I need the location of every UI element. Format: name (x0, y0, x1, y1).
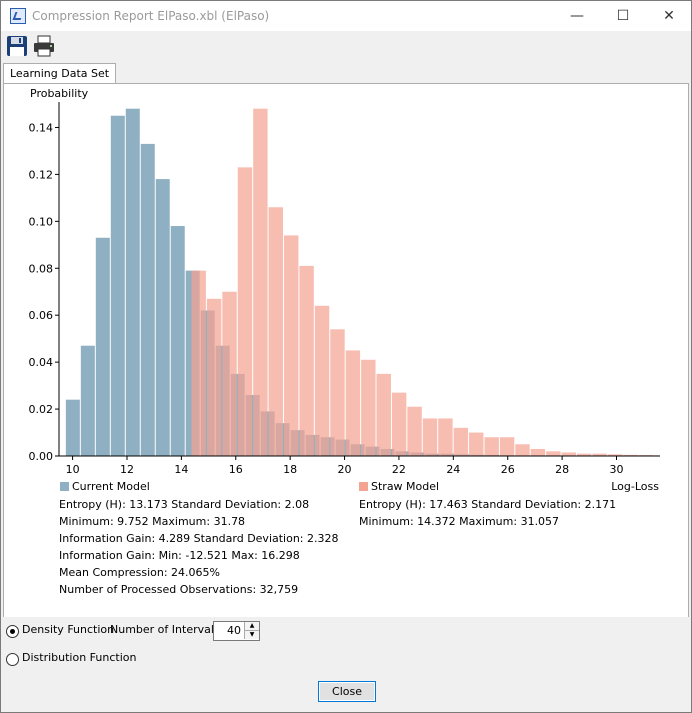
x-tick-label: 22 (392, 463, 406, 476)
distribution-label[interactable]: Distribution Function (22, 651, 137, 664)
straw-model-bar (361, 359, 376, 456)
y-axis-label: Probability (30, 87, 89, 100)
straw-model-bar (222, 291, 237, 456)
current-stat-line: Number of Processed Observations: 32,759 (59, 583, 299, 596)
minimize-button[interactable]: — (570, 8, 584, 24)
tab-strip: Learning Data Set (1, 63, 691, 84)
straw-stat-line: Entropy (H): 17.463 Standard Deviation: … (359, 498, 617, 511)
straw-model-bar (453, 427, 469, 456)
straw-model-bar (576, 453, 592, 456)
straw-model-bar (607, 454, 623, 456)
straw-model-bar (499, 437, 515, 456)
straw-model-bar (530, 448, 546, 456)
straw-stat-line: Minimum: 14.372 Maximum: 31.057 (359, 515, 560, 528)
x-axis-label: Log-Loss (611, 480, 659, 493)
report-panel: Probability Log-Loss 0.00 0.02 0.04 0.06 0.08 0… (3, 83, 689, 618)
spin-down-icon[interactable]: ▼ (244, 631, 259, 639)
y-tick-label: 0.08 (29, 262, 54, 275)
save-icon[interactable] (6, 35, 28, 57)
current-stat-line: Mean Compression: 24.065% (59, 566, 220, 579)
current-stat-line: Minimum: 9.752 Maximum: 31.78 (59, 515, 246, 528)
current-model-bar (140, 143, 155, 456)
straw-model-bar (515, 444, 530, 456)
y-tick-label: 0.02 (29, 403, 54, 416)
straw-model-bar (268, 207, 284, 456)
current-model-bar (125, 108, 140, 456)
straw-model-bar (191, 270, 206, 456)
straw-model-bar (484, 437, 499, 456)
straw-model-bar (284, 235, 299, 456)
density-radio[interactable] (6, 625, 19, 638)
y-tick-label: 0.06 (29, 309, 54, 322)
x-tick-label: 20 (338, 463, 352, 476)
x-tick-label: 18 (283, 463, 297, 476)
close-window-button[interactable]: ✕ (663, 8, 675, 24)
straw-model-bar (623, 454, 638, 456)
straw-model-bar (469, 432, 484, 456)
tab-learning-data-set[interactable]: Learning Data Set (3, 63, 117, 84)
density-label[interactable]: Density Function (22, 623, 115, 636)
maximize-button[interactable]: ☐ (616, 8, 630, 24)
straw-model-bar (299, 265, 314, 456)
intervals-value[interactable]: 40 (227, 624, 241, 637)
straw-model-bar (546, 451, 561, 456)
current-model-bar (80, 345, 95, 456)
straw-model-bar (422, 418, 438, 456)
straw-model-bar (438, 418, 453, 456)
title-bar[interactable]: Compression Report ElPaso.xbl (ElPaso) —… (1, 1, 691, 31)
current-model-bar (170, 226, 185, 456)
x-tick-label: 12 (120, 463, 134, 476)
straw-model-bar (330, 329, 345, 456)
legend-current-model: Current Model (72, 480, 150, 493)
window-title: Compression Report ElPaso.xbl (ElPaso) (32, 9, 270, 23)
straw-model-bar (391, 392, 407, 456)
x-tick-label: 30 (609, 463, 623, 476)
current-model-bar (95, 237, 110, 456)
legend-swatch-current (60, 482, 69, 491)
legend-swatch-straw (359, 482, 368, 491)
straw-model-bar (253, 108, 268, 456)
x-tick-label: 26 (501, 463, 515, 476)
current-model-bar (110, 115, 125, 456)
y-tick-label: 0.04 (29, 356, 54, 369)
toolbar (1, 31, 691, 63)
controls-area: Density Function Number of Intervals 40 … (1, 617, 691, 712)
y-tick-label: 0.10 (29, 215, 54, 228)
straw-model-bar (206, 298, 222, 456)
straw-model-bar (237, 167, 253, 457)
x-tick-label: 28 (555, 463, 569, 476)
spin-up-icon[interactable]: ▲ (244, 622, 259, 631)
current-stat-line: Information Gain: Min: -12.521 Max: 16.2… (59, 549, 300, 562)
intervals-spinner[interactable]: 40 ▲ ▼ (213, 621, 260, 641)
histogram-chart: Probability Log-Loss 0.00 0.02 0.04 0.06 0.08 0… (29, 87, 660, 493)
x-tick-label: 10 (66, 463, 80, 476)
current-model-bar (65, 399, 80, 456)
legend-straw-model: Straw Model (371, 480, 440, 493)
print-icon[interactable] (33, 35, 55, 57)
app-icon (10, 8, 26, 24)
straw-model-bar (376, 373, 391, 456)
close-button[interactable]: Close (318, 681, 376, 702)
y-tick-label: 0.14 (29, 121, 54, 134)
y-tick-label: 0.00 (29, 450, 54, 463)
distribution-radio[interactable] (6, 653, 19, 666)
x-tick-label: 24 (446, 463, 460, 476)
straw-model-bar (592, 453, 607, 456)
current-stat-line: Information Gain: 4.289 Standard Deviati… (59, 532, 339, 545)
y-tick-label: 0.12 (29, 168, 54, 181)
current-stat-line: Entropy (H): 13.173 Standard Deviation: … (59, 498, 310, 511)
x-tick-label: 14 (174, 463, 188, 476)
current-model-bar (155, 179, 170, 456)
straw-model-bar (345, 350, 361, 456)
intervals-label: Number of Intervals (110, 623, 220, 636)
x-tick-label: 16 (229, 463, 243, 476)
straw-model-bar (407, 406, 422, 456)
straw-model-bar (561, 452, 576, 456)
straw-model-bar (314, 305, 330, 456)
